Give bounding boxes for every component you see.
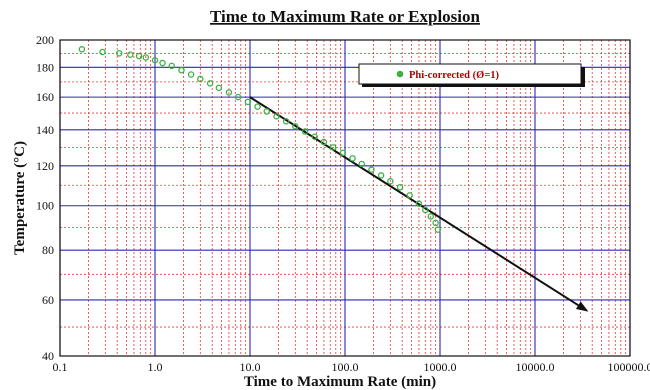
data-point (263, 108, 270, 115)
y-tick-label: 200 (36, 33, 54, 47)
x-tick-labels: 0.1 1.0 10.0 100.0 1000.0 10000.0 100000.0 (53, 360, 650, 374)
extrapolation-series (249, 96, 589, 312)
y-axis-label: Temperature (°C) (12, 141, 28, 255)
data-point (234, 93, 242, 101)
x-tick-label: 1000.0 (424, 360, 457, 374)
y-tick-label: 100 (36, 199, 54, 213)
data-point (244, 98, 252, 106)
chart-title: Time to Maximum Rate or Explosion (210, 7, 480, 26)
legend-shadow-right (581, 67, 585, 87)
data-point (254, 103, 261, 110)
data-point (178, 66, 185, 74)
x-tick-label: 100000.0 (608, 360, 650, 374)
data-point (273, 113, 280, 120)
data-point (320, 138, 328, 146)
legend-shadow-bottom (362, 84, 585, 87)
minor-grid (60, 40, 630, 356)
data-point (396, 184, 404, 191)
y-tick-label: 140 (36, 123, 54, 137)
legend-label: Phi-corrected (Ø=1) (409, 70, 500, 81)
data-point (329, 144, 337, 151)
data-point (387, 178, 394, 185)
data-point (142, 54, 150, 61)
y-tick-labels: 40 60 80 100 120 140 160 180 200 (36, 33, 54, 363)
data-point (427, 213, 435, 220)
y-tick-label: 60 (42, 293, 54, 307)
data-point (215, 84, 223, 92)
extrapolation-arrow (249, 96, 589, 312)
x-tick-label: 0.1 (53, 360, 68, 374)
data-point (368, 166, 375, 173)
y-tick-label: 80 (42, 243, 54, 257)
data-point (151, 56, 159, 64)
data-point (434, 226, 442, 233)
data-point (358, 160, 365, 168)
data-point (159, 59, 166, 67)
x-axis-label: Time to Maximum Rate (min) (244, 374, 436, 390)
data-point (406, 192, 413, 199)
data-point (225, 89, 233, 96)
data-point (78, 46, 86, 53)
data-point (115, 50, 123, 57)
data-point (187, 71, 195, 78)
x-tick-label: 100.0 (332, 360, 359, 374)
y-tick-label: 160 (36, 90, 54, 104)
data-point (432, 219, 439, 227)
y-tick-label: 40 (42, 349, 54, 363)
plot-frame (59, 39, 631, 357)
data-point (197, 75, 204, 83)
data-point (349, 155, 356, 162)
x-tick-label: 10000.0 (516, 360, 555, 374)
data-point (135, 52, 143, 60)
y-tick-label: 180 (36, 60, 54, 74)
data-point (311, 133, 318, 140)
data-point (168, 62, 175, 70)
data-point (415, 200, 423, 207)
data-point (377, 172, 385, 179)
legend: Phi-corrected (Ø=1) (358, 63, 585, 87)
data-point (99, 48, 106, 56)
y-tick-label: 120 (36, 159, 54, 173)
data-point (422, 206, 429, 214)
data-point (206, 80, 214, 87)
x-tick-label: 1.0 (148, 360, 163, 374)
data-point (339, 149, 347, 157)
data-point (282, 118, 290, 125)
x-tick-label: 10.0 (240, 360, 261, 374)
legend-marker (396, 70, 404, 78)
phi-corrected-series (78, 46, 442, 233)
data-point (301, 128, 309, 135)
data-point (292, 123, 299, 130)
data-point (127, 51, 134, 58)
